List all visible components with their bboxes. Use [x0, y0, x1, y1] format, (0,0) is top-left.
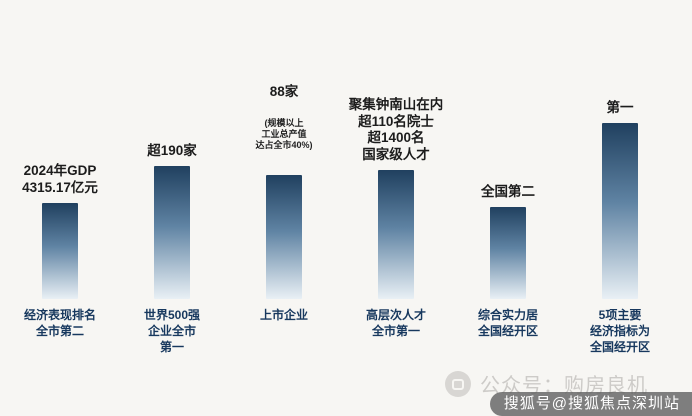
chart-column-comprehensive-strength: 全国第二 综合实力居 全国经开区 [452, 0, 564, 360]
chart-column-listed-companies: 88家 (规模以上 工业总产值 达占全市40%) 上市企业 [228, 0, 340, 360]
watermark-account: 公众号：购房良机 [445, 369, 648, 398]
value-note: (规模以上 工业总产值 达占全市40%) [255, 117, 313, 151]
category-label: 经济表现排名 全市第二 [23, 308, 96, 338]
category-label: 上市企业 [259, 308, 308, 322]
value-label: 超190家 [147, 142, 197, 158]
category-label: 世界500强 企业全市 第一 [143, 308, 201, 354]
bar [266, 175, 302, 299]
value-main: 88家 [269, 83, 299, 99]
value-label: 全国第一 [676, 133, 692, 149]
chart-column-economic-indicators: 第一 5项主要 经济指标为 全国经开区 [564, 0, 676, 360]
value-label: 第一 [606, 99, 634, 115]
chart-column-tech-innovation: 全国第一 全国经开区 科技创新实力 [676, 0, 692, 360]
sohu-watermark-badge: 搜狐号@搜狐焦点深圳站 [489, 392, 692, 416]
chart-column-talents: 聚集钟南山在内 超110名院士 超1400名 国家级人才 高层次人才 全市第一 [340, 0, 452, 360]
bar [378, 170, 414, 299]
chart-column-gdp: 2024年GDP 4315.17亿元 经济表现排名 全市第二 [4, 0, 116, 360]
category-label: 5项主要 经济指标为 全国经开区 [589, 308, 650, 354]
value-label: 全国第二 [481, 183, 535, 199]
value-label: 88家 (规模以上 工业总产值 达占全市40%) [228, 67, 340, 168]
value-label: 2024年GDP 4315.17亿元 [22, 163, 98, 195]
category-label: 综合实力居 全国经开区 [477, 308, 538, 338]
bar [490, 207, 526, 299]
bar [602, 123, 638, 299]
bar [154, 166, 190, 299]
value-label: 聚集钟南山在内 超110名院士 超1400名 国家级人才 [348, 97, 444, 162]
watermark-account-text: 公众号：购房良机 [480, 375, 648, 397]
category-label: 全国经开区 科技创新实力 [680, 308, 692, 360]
bar [42, 203, 78, 299]
bar-chart: 2024年GDP 4315.17亿元 经济表现排名 全市第二 超190家 世界5… [4, 0, 692, 360]
chart-column-fortune500: 超190家 世界500强 企业全市 第一 [116, 0, 228, 360]
camera-icon [445, 370, 471, 397]
category-label: 高层次人才 全市第一 [365, 308, 426, 338]
